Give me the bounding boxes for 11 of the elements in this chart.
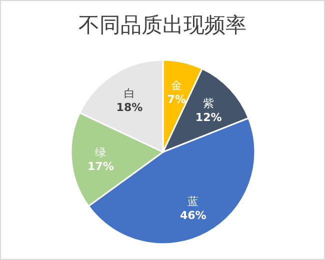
slice-label: 白 <box>124 87 135 100</box>
slice-label: 金 <box>171 78 182 92</box>
data-label: 7% <box>167 92 186 106</box>
data-label: 18% <box>116 101 143 114</box>
chart-title: 不同品质出现频率 <box>78 13 246 37</box>
data-label: 12% <box>195 111 222 124</box>
slice-label: 绿 <box>95 146 106 159</box>
data-label: 17% <box>88 160 114 173</box>
slice-label: 蓝 <box>188 194 199 208</box>
data-label: 46% <box>180 208 206 222</box>
slice-label: 紫 <box>203 97 214 110</box>
